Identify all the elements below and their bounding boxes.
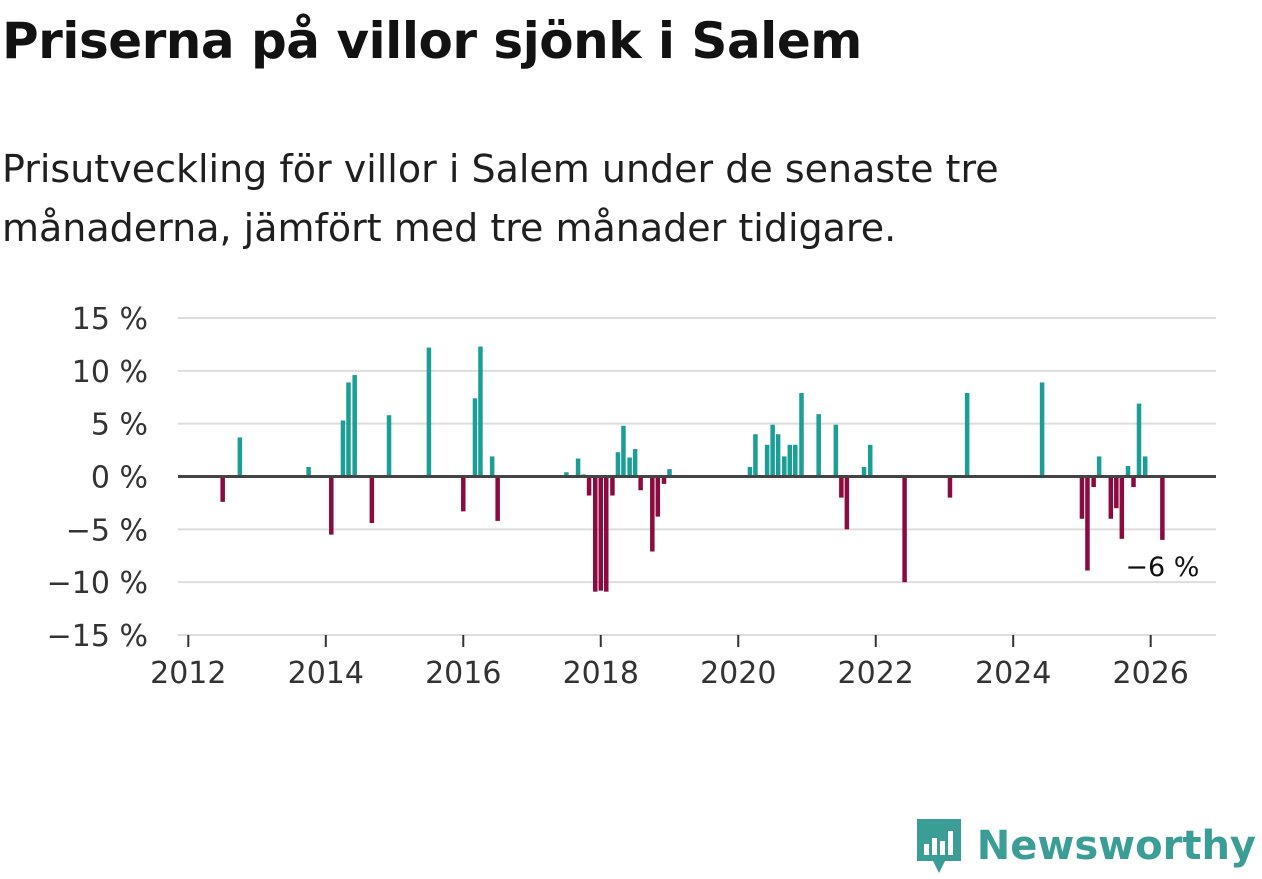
bar (661, 476, 667, 484)
gridlines (178, 317, 1216, 636)
bar (1085, 476, 1090, 571)
bar (426, 347, 432, 477)
bar (237, 437, 243, 477)
bar (775, 434, 781, 477)
last-value-label: −6 % (1125, 552, 1199, 583)
x-axis: 2012 2014 2016 2018 2020 2022 2024 2026 (150, 635, 1189, 691)
bar (839, 476, 844, 498)
chart-title: Priserna på villor sjönk i Salem (2, 12, 862, 70)
y-axis-labels: 15 % 10 % 5 % 0 % −5 % −10 % −15 % (47, 302, 148, 654)
x-tick-label: 2024 (975, 656, 1051, 691)
y-tick-label: −10 % (47, 566, 148, 601)
bar (1119, 476, 1125, 539)
bar (770, 424, 775, 477)
bar (1079, 476, 1085, 519)
bar (632, 449, 638, 477)
bar (964, 393, 970, 477)
bar (610, 476, 615, 496)
bar (867, 444, 873, 477)
bar (352, 375, 357, 477)
bar (947, 476, 953, 498)
y-tick-label: 0 % (91, 461, 148, 496)
bar (793, 444, 798, 477)
bar (1108, 476, 1114, 519)
x-tick-label: 2014 (288, 656, 364, 691)
bar (844, 476, 850, 530)
bar (1096, 456, 1102, 477)
bar (369, 476, 375, 523)
bar (627, 457, 632, 477)
bar (586, 476, 592, 496)
bar (816, 414, 821, 477)
annotations: −6 % (1125, 552, 1199, 583)
bar (495, 476, 500, 521)
bar (799, 393, 804, 477)
bar-chart: 15 %10 %5 %0 %−5 %−10 %−15 % 2012 2014 201… (47, 302, 1216, 691)
x-tick-label: 2022 (838, 656, 914, 691)
bar (386, 415, 392, 477)
x-tick-label: 2018 (563, 656, 639, 691)
bar (1125, 465, 1131, 477)
bar (604, 476, 609, 592)
y-tick-label: 15 % (72, 302, 148, 337)
bar (833, 424, 839, 477)
bar (667, 469, 672, 477)
bar (621, 425, 626, 477)
bar (340, 420, 346, 477)
y-tick-label: −5 % (66, 513, 148, 548)
bar (478, 346, 483, 477)
bar (575, 458, 581, 477)
bar (1091, 476, 1096, 488)
bar (787, 444, 793, 477)
bar (747, 466, 753, 477)
bar (615, 452, 621, 477)
y-tick-label: 5 % (91, 408, 148, 443)
bar (650, 476, 655, 552)
newsworthy-logo-icon (916, 819, 961, 873)
x-tick-label: 2016 (425, 656, 501, 691)
bar (306, 466, 311, 477)
bar (1142, 456, 1148, 477)
bar (1039, 382, 1045, 477)
brand-logo: Newsworthy (915, 817, 1256, 875)
x-tick-label: 2026 (1113, 656, 1189, 691)
bar (1131, 476, 1136, 488)
bar (329, 476, 334, 535)
brand-name: Newsworthy (976, 823, 1256, 869)
bar (861, 466, 867, 477)
bar (461, 476, 466, 512)
bar (1114, 476, 1119, 509)
y-tick-label: −15 % (47, 619, 148, 654)
bar (593, 476, 598, 592)
bar (346, 382, 351, 477)
bar (220, 476, 225, 502)
bar (472, 398, 478, 477)
bar (1136, 403, 1142, 477)
bar (489, 456, 495, 477)
bar (638, 476, 643, 491)
x-tick-label: 2020 (700, 656, 776, 691)
y-tick-label: 10 % (72, 355, 148, 390)
bars (220, 346, 1165, 592)
bar (753, 434, 758, 477)
bar (782, 456, 787, 477)
x-tick-label: 2012 (150, 656, 226, 691)
bar (598, 476, 604, 591)
chart-subtitle: Prisutveckling för villor i Salem under … (2, 147, 999, 250)
bar (764, 444, 770, 477)
bar (564, 472, 569, 477)
bar (902, 476, 907, 583)
bar (1160, 476, 1165, 540)
bar (655, 476, 661, 517)
